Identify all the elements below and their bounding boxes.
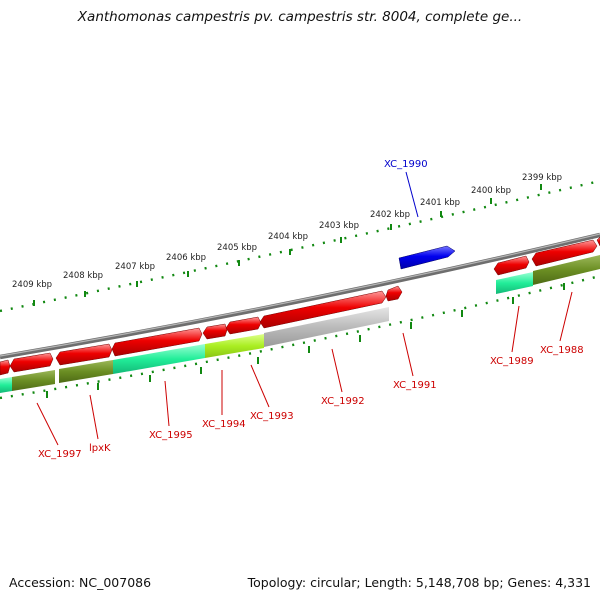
leader-xc-1993: [250, 364, 270, 408]
gene-xc-1994[interactable]: [202, 323, 228, 340]
label-leaders: [36, 171, 573, 446]
kbp-labels: 2409 kbp 2408 kbp 2407 kbp 2406 kbp 2405…: [12, 173, 562, 290]
gene-edge[interactable]: [596, 236, 600, 247]
gene-label-xc-1988[interactable]: XC_1988: [540, 345, 584, 356]
gene-label-xc-1989[interactable]: XC_1989: [490, 356, 534, 367]
gene-xc-1989[interactable]: [493, 255, 530, 276]
gene-label-xc-1994[interactable]: XC_1994: [202, 419, 246, 430]
leader-lpxk: [89, 394, 99, 440]
kbp-label: 2407 kbp: [115, 262, 155, 272]
gene-label-xc-1991[interactable]: XC_1991: [393, 380, 437, 391]
kbp-label: 2402 kbp: [370, 210, 410, 220]
gene-label-xc-1995[interactable]: XC_1995: [149, 430, 193, 441]
kbp-label: 2403 kbp: [319, 221, 359, 231]
leader-xc-1995: [164, 380, 170, 427]
leader-xc-1991: [402, 332, 414, 377]
gene-xc-1992[interactable]: [259, 290, 387, 329]
gene-label-xc-1997[interactable]: XC_1997: [38, 449, 82, 460]
gene-label-xc-1993[interactable]: XC_1993: [250, 411, 294, 422]
leader-xc-1992: [331, 348, 343, 393]
kbp-label: 2406 kbp: [166, 253, 206, 263]
inner-major-ticks: [46, 283, 565, 398]
cog-block: [12, 370, 55, 391]
gene-xc-1995[interactable]: [111, 327, 203, 357]
gene-label-xc-1992[interactable]: XC_1992: [321, 396, 365, 407]
topology-text: Topology: circular; Length: 5,148,708 bp…: [247, 575, 591, 590]
genome-backbone: [0, 232, 600, 360]
gene-xc-1993[interactable]: [225, 316, 262, 335]
kbp-label: 2408 kbp: [63, 271, 103, 281]
kbp-label: 2399 kbp: [522, 173, 562, 183]
gene-xc-1997-fwd[interactable]: [9, 352, 54, 373]
map-title: Xanthomonas campestris pv. campestris st…: [77, 9, 523, 25]
kbp-label: 2401 kbp: [420, 198, 460, 208]
kbp-label: 2400 kbp: [471, 186, 511, 196]
gene-lpxk[interactable]: [55, 343, 113, 366]
leader-xc-1990: [405, 171, 419, 218]
gene-xc-1997[interactable]: [0, 359, 11, 376]
kbp-label: 2404 kbp: [268, 232, 308, 242]
gene-labels: XC_1990 XC_1988 XC_1989 XC_1991 XC_1992 …: [38, 159, 584, 460]
accession-text: Accession: NC_007086: [9, 575, 152, 590]
gene-label-lpxk[interactable]: lpxK: [89, 443, 111, 454]
gene-label-xc-1990[interactable]: XC_1990: [384, 159, 428, 170]
leader-xc-1988: [559, 291, 573, 342]
gene-xc-1990[interactable]: [398, 245, 456, 270]
leader-xc-1997: [36, 402, 59, 446]
cog-block: [264, 307, 389, 347]
gene-xc-1991[interactable]: [385, 285, 403, 302]
gene-xc-1988[interactable]: [531, 239, 598, 267]
cog-block: [113, 344, 205, 374]
cog-block: [205, 334, 264, 358]
forward-genes: [0, 236, 600, 376]
kbp-label: 2409 kbp: [12, 280, 52, 290]
outer-tick-ring: [0, 179, 600, 313]
cog-block: [533, 255, 600, 285]
outer-major-ticks: [33, 184, 542, 306]
leader-xc-1989: [511, 305, 520, 353]
kbp-label: 2405 kbp: [217, 243, 257, 253]
function-track: [0, 255, 600, 393]
cog-block: [0, 377, 12, 393]
cog-block: [496, 272, 533, 294]
cog-block: [59, 360, 113, 383]
